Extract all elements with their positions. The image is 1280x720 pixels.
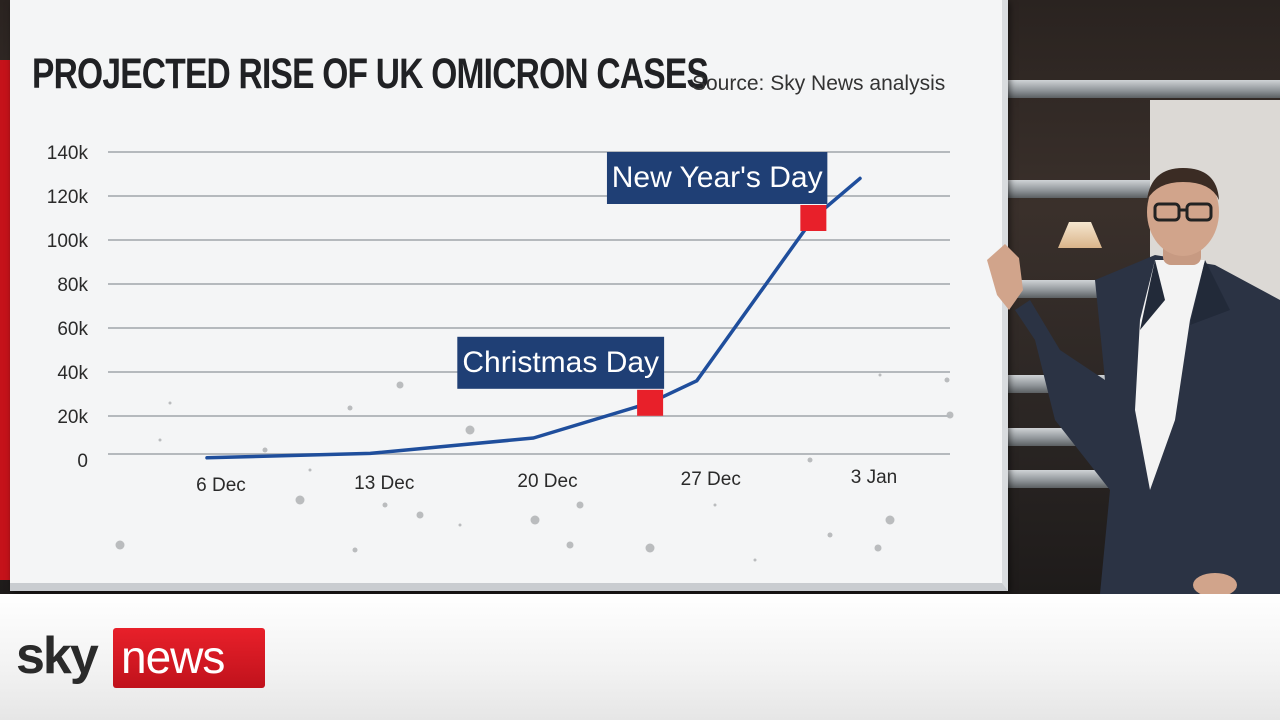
presenter bbox=[987, 168, 1280, 594]
y-tick-label: 120k bbox=[47, 187, 89, 208]
x-tick-label: 13 Dec bbox=[354, 473, 414, 494]
annotation-marker bbox=[800, 205, 827, 231]
texture-speck bbox=[807, 457, 813, 463]
texture-speck bbox=[396, 381, 404, 389]
texture-speck bbox=[753, 558, 757, 562]
annotation-label: Christmas Day bbox=[462, 346, 659, 379]
texture-speck bbox=[416, 511, 424, 519]
texture-speck bbox=[458, 523, 462, 527]
texture-speck bbox=[576, 501, 584, 509]
chart-screen: PROJECTED RISE OF UK OMICRON CASES Sourc… bbox=[10, 0, 1008, 591]
y-tick-label: 0 bbox=[77, 451, 88, 472]
texture-speck bbox=[645, 543, 655, 553]
line-chart: 0 20k 40k 60k 80k 100k 120k 140k 6 Dec 13 Dec 20 D… bbox=[47, 143, 954, 562]
texture-speck bbox=[352, 547, 358, 553]
annotation-label: New Year's Day bbox=[612, 161, 823, 194]
y-tick-label: 60k bbox=[57, 319, 88, 340]
texture-speck bbox=[944, 377, 950, 383]
news-logo-text: news bbox=[121, 631, 225, 683]
sky-logo-text: sky bbox=[16, 627, 99, 685]
y-tick-label: 40k bbox=[57, 363, 88, 384]
texture-speck bbox=[827, 532, 833, 538]
studio-rail bbox=[1000, 80, 1280, 98]
studio-rail bbox=[1000, 470, 1110, 488]
texture-speck bbox=[382, 502, 388, 508]
texture-speck bbox=[262, 447, 268, 453]
studio-rail bbox=[1000, 180, 1160, 198]
news-logo-box: news bbox=[113, 628, 265, 688]
y-tick-label: 80k bbox=[57, 275, 88, 296]
texture-speck bbox=[347, 405, 353, 411]
annotation-box bbox=[606, 152, 828, 204]
y-tick-label: 20k bbox=[57, 407, 88, 428]
texture-speck bbox=[566, 541, 574, 549]
texture-speck bbox=[168, 401, 172, 405]
annotation-box bbox=[457, 336, 665, 389]
texture-speck bbox=[115, 540, 125, 550]
chart-source: Source: Sky News analysis bbox=[692, 72, 946, 95]
texture-speck bbox=[713, 503, 717, 507]
x-tick-label: 20 Dec bbox=[517, 471, 577, 492]
lower-third-branding: sky news bbox=[0, 594, 1280, 720]
x-tick-label: 27 Dec bbox=[681, 469, 741, 490]
texture-speck bbox=[465, 425, 475, 435]
texture-speck bbox=[878, 373, 882, 377]
annotation-marker bbox=[637, 389, 664, 416]
texture-speck bbox=[308, 468, 312, 472]
y-tick-label: 100k bbox=[47, 231, 89, 252]
chart-title: PROJECTED RISE OF UK OMICRON CASES bbox=[32, 50, 709, 98]
x-tick-label: 3 Jan bbox=[851, 467, 897, 488]
texture-speck bbox=[885, 515, 895, 525]
texture-speck bbox=[158, 438, 162, 442]
x-tick-label: 6 Dec bbox=[196, 475, 246, 496]
texture-speck bbox=[295, 495, 305, 505]
y-tick-label: 140k bbox=[47, 143, 89, 164]
texture-speck bbox=[874, 544, 882, 552]
texture-speck bbox=[530, 515, 540, 525]
